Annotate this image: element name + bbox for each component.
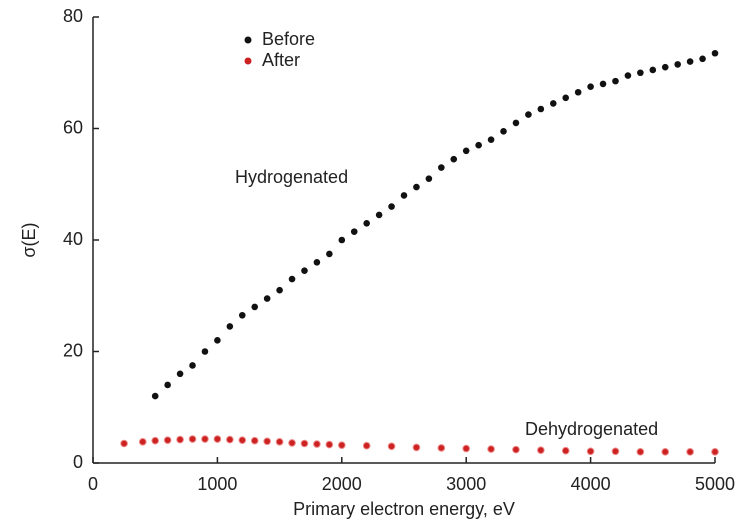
point xyxy=(574,88,582,96)
point xyxy=(562,94,570,102)
point xyxy=(599,80,607,88)
point xyxy=(412,443,421,452)
point xyxy=(151,392,159,400)
y-tick-label: 60 xyxy=(63,117,83,137)
y-tick-label: 80 xyxy=(63,6,83,26)
point xyxy=(120,439,128,448)
point xyxy=(711,49,719,57)
point xyxy=(338,236,346,244)
legend-marker xyxy=(244,57,252,65)
y-axis-label: σ(E) xyxy=(19,222,39,257)
point xyxy=(611,447,620,456)
point xyxy=(586,447,595,456)
point xyxy=(375,211,383,219)
y-tick-label: 40 xyxy=(63,229,83,249)
point xyxy=(612,77,619,85)
point xyxy=(674,61,681,68)
point xyxy=(438,164,445,171)
point xyxy=(263,437,271,446)
point xyxy=(238,311,246,319)
point xyxy=(151,436,159,445)
point xyxy=(163,436,172,444)
point xyxy=(288,439,296,447)
point xyxy=(263,295,271,302)
point xyxy=(138,438,147,446)
point xyxy=(188,435,197,443)
point xyxy=(699,55,706,63)
point xyxy=(537,105,545,113)
point xyxy=(176,435,184,444)
point xyxy=(636,448,645,456)
point xyxy=(462,444,471,453)
point xyxy=(512,445,520,454)
point xyxy=(549,100,557,107)
point xyxy=(214,337,221,344)
point xyxy=(275,438,284,446)
point xyxy=(201,348,209,355)
annotation: Dehydrogenated xyxy=(525,419,658,439)
point xyxy=(288,275,296,283)
point xyxy=(251,303,259,311)
point xyxy=(362,441,371,450)
point xyxy=(189,362,196,369)
point xyxy=(649,66,657,74)
point xyxy=(338,441,346,449)
point xyxy=(487,445,495,453)
x-tick-label: 2000 xyxy=(322,474,362,494)
point xyxy=(437,444,446,452)
point xyxy=(213,435,222,443)
point xyxy=(226,435,234,444)
point xyxy=(350,228,358,235)
point xyxy=(313,440,321,448)
legend-label: After xyxy=(262,50,300,70)
point xyxy=(201,435,209,443)
point xyxy=(512,119,520,127)
point xyxy=(500,127,507,135)
point xyxy=(661,63,669,71)
point xyxy=(711,448,719,456)
legend-marker xyxy=(244,36,252,44)
x-tick-label: 0 xyxy=(88,474,98,494)
x-tick-label: 5000 xyxy=(695,474,735,494)
point xyxy=(250,436,259,445)
legend-label: Before xyxy=(262,29,315,49)
annotation: Hydrogenated xyxy=(235,167,348,187)
y-tick-label: 0 xyxy=(73,452,83,472)
point xyxy=(164,381,171,389)
point xyxy=(226,323,234,330)
point xyxy=(400,192,408,199)
x-tick-label: 4000 xyxy=(571,474,611,494)
point xyxy=(686,58,694,65)
point xyxy=(537,446,545,454)
point xyxy=(300,439,309,448)
point xyxy=(450,155,458,163)
point xyxy=(325,440,334,449)
point xyxy=(661,448,670,456)
x-tick-label: 3000 xyxy=(446,474,486,494)
point xyxy=(238,436,247,444)
point xyxy=(624,72,632,79)
point xyxy=(176,370,184,378)
x-axis-label: Primary electron energy, eV xyxy=(293,499,515,519)
point xyxy=(301,267,308,274)
point xyxy=(637,69,644,77)
point xyxy=(326,250,333,258)
point xyxy=(525,111,532,118)
point xyxy=(387,442,396,451)
point xyxy=(363,219,370,227)
point xyxy=(487,136,495,143)
point xyxy=(413,183,420,191)
point xyxy=(462,147,470,155)
point xyxy=(276,286,283,294)
point xyxy=(686,448,694,456)
point xyxy=(561,446,570,455)
point xyxy=(313,259,321,266)
x-tick-label: 1000 xyxy=(197,474,237,494)
point xyxy=(388,203,395,210)
point xyxy=(587,83,594,90)
point xyxy=(425,175,433,182)
y-tick-label: 20 xyxy=(63,340,83,360)
point xyxy=(475,141,482,149)
